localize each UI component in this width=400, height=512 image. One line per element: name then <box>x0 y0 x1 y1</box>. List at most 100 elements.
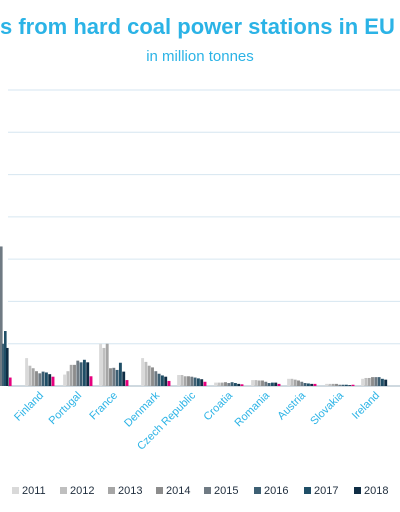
bar <box>69 364 73 386</box>
bar <box>293 379 297 386</box>
bar <box>51 376 55 386</box>
bar <box>25 358 29 386</box>
category-label: Romania <box>233 389 273 429</box>
bar <box>122 371 126 386</box>
category-label: Portugal <box>47 390 84 427</box>
bar <box>270 382 274 386</box>
bar <box>125 380 129 386</box>
bar <box>290 378 294 386</box>
bar <box>102 347 106 386</box>
bar <box>151 367 154 386</box>
bar <box>2 343 5 386</box>
bar <box>380 378 384 386</box>
bar <box>31 368 35 386</box>
bar <box>341 384 345 386</box>
bar <box>297 380 300 386</box>
bar <box>344 384 348 386</box>
chart-subtitle: in million tonnes <box>146 48 254 65</box>
bar <box>214 382 218 386</box>
legend-swatch <box>204 487 211 494</box>
legend-swatch <box>108 487 115 494</box>
bar <box>367 377 371 386</box>
bar <box>190 376 194 386</box>
bar <box>274 382 278 386</box>
bar <box>230 382 234 386</box>
bar <box>233 383 237 386</box>
bar <box>384 379 388 386</box>
bar <box>306 383 310 386</box>
bar <box>180 375 184 386</box>
legend-swatch <box>60 487 67 494</box>
bar <box>310 383 314 386</box>
legend-swatch <box>254 487 261 494</box>
legend-label: 2017 <box>314 485 338 497</box>
bar <box>86 362 90 386</box>
bar <box>240 384 244 386</box>
bar <box>371 377 374 386</box>
legend-swatch <box>304 487 311 494</box>
category-label: Finland <box>12 390 46 424</box>
bar <box>105 343 109 386</box>
bar <box>277 383 281 386</box>
bar <box>109 368 112 386</box>
category-label: France <box>87 390 120 423</box>
legend-label: 2012 <box>70 485 94 497</box>
bar <box>99 343 103 386</box>
bar <box>220 382 224 386</box>
bar <box>147 365 151 386</box>
bar <box>82 359 86 386</box>
bar <box>41 371 45 386</box>
bar <box>154 371 158 386</box>
legend-swatch <box>12 487 19 494</box>
bar <box>325 383 329 386</box>
bar <box>141 358 145 386</box>
legend-label: 2011 <box>22 485 46 497</box>
category-label: Ireland <box>350 390 382 422</box>
bar <box>338 384 342 386</box>
legend-label: 2018 <box>364 485 388 497</box>
legend-label: 2015 <box>214 485 238 497</box>
bar <box>254 380 258 386</box>
bar <box>144 361 148 386</box>
bar <box>200 379 204 386</box>
bar <box>261 380 264 386</box>
bar <box>237 383 241 386</box>
bar <box>76 360 80 386</box>
bar <box>203 381 207 386</box>
bar <box>28 365 32 386</box>
bar <box>303 383 307 386</box>
bars <box>0 246 388 386</box>
bar <box>44 372 48 386</box>
bar <box>48 374 52 386</box>
bar <box>73 364 76 386</box>
bar <box>35 371 38 386</box>
bar <box>167 380 171 386</box>
bar <box>300 381 304 386</box>
bar <box>196 378 200 386</box>
bar <box>63 374 67 386</box>
bar <box>112 367 116 386</box>
legend: 2011 2012 2013 2014 2015 2016 2017 2018 <box>12 485 388 497</box>
bar <box>9 377 12 386</box>
legend-label: 2014 <box>166 485 190 497</box>
bar <box>177 375 181 386</box>
category-label: Austria <box>275 389 308 422</box>
bar <box>89 376 93 386</box>
bar <box>348 385 352 386</box>
bar <box>118 362 122 386</box>
bar <box>79 362 83 386</box>
category-label: Croatia <box>202 389 236 423</box>
bar <box>164 376 168 386</box>
bar <box>313 383 317 386</box>
bar <box>4 331 7 386</box>
legend-swatch <box>354 487 361 494</box>
bar <box>66 371 70 386</box>
chart-title: s from hard coal power stations in EU <box>0 14 395 39</box>
bar <box>331 383 335 386</box>
bar <box>374 377 378 386</box>
bar <box>6 347 9 386</box>
bar <box>267 383 271 386</box>
bar <box>328 383 332 386</box>
bar <box>187 376 190 386</box>
